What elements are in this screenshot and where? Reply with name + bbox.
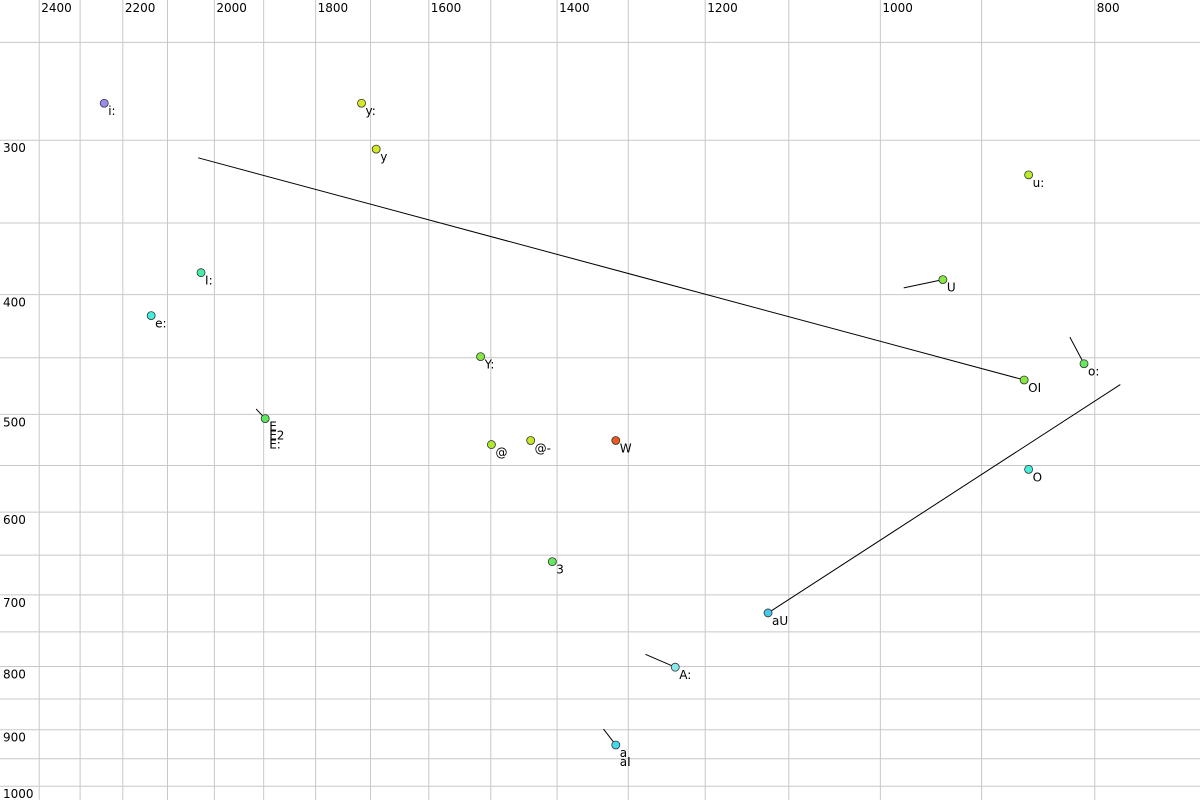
point <box>611 740 621 750</box>
point-label: I: <box>205 274 213 288</box>
point <box>763 608 773 618</box>
point-label: E2 <box>269 429 284 443</box>
y-tick-label: 800 <box>3 668 26 682</box>
x-tick-label: 1800 <box>318 1 349 15</box>
point-label: y <box>380 150 387 164</box>
point-label: aU <box>772 614 788 628</box>
x-tick-label: 1600 <box>431 1 462 15</box>
point <box>1019 375 1029 385</box>
point-label: OI <box>1028 381 1041 395</box>
point-label: aI <box>620 755 631 769</box>
point-label: o: <box>1088 365 1099 379</box>
point <box>260 414 270 423</box>
point-label: y: <box>366 104 376 118</box>
point <box>670 662 680 672</box>
y-tick-label: 1000 <box>3 787 34 800</box>
y-tick-label: 300 <box>3 141 26 155</box>
point <box>547 557 557 567</box>
point-label: @ <box>495 446 507 460</box>
point <box>196 268 206 278</box>
y-tick-label: 600 <box>3 513 26 527</box>
point <box>938 275 948 285</box>
point-label: O <box>1033 470 1042 484</box>
trajectory <box>767 384 1121 614</box>
point <box>487 440 496 449</box>
trajectory <box>198 157 1025 381</box>
x-tick-label: 800 <box>1097 1 1120 15</box>
x-tick-label: 2200 <box>125 1 156 15</box>
y-tick-label: 500 <box>3 415 26 429</box>
x-tick-label: 1400 <box>559 1 590 15</box>
point <box>1024 464 1034 474</box>
point-label: i: <box>108 104 115 118</box>
point-label: Y: <box>484 358 495 372</box>
point-label: E: <box>269 438 281 452</box>
point <box>611 436 621 445</box>
point-label: u: <box>1033 176 1045 190</box>
point-label: A: <box>679 668 691 682</box>
point <box>1024 170 1034 180</box>
point <box>357 98 366 108</box>
x-tick-label: 2400 <box>41 1 72 15</box>
point <box>371 144 381 154</box>
x-tick-label: 1200 <box>707 1 738 15</box>
point-label: @- <box>535 441 551 455</box>
point-label: E <box>269 420 277 434</box>
trajectory <box>1069 336 1085 364</box>
point-label: 3 <box>556 563 564 577</box>
point-label: W <box>620 441 632 455</box>
y-tick-label: 400 <box>3 296 26 310</box>
y-tick-label: 700 <box>3 596 26 610</box>
point <box>1079 359 1089 369</box>
point <box>146 311 156 321</box>
point-label: a <box>620 746 627 760</box>
point <box>476 352 486 361</box>
y-tick-label: 900 <box>3 731 26 745</box>
point <box>526 436 536 445</box>
x-tick-label: 1000 <box>882 1 913 15</box>
point-label: e: <box>155 317 166 331</box>
x-tick-label: 2000 <box>216 1 247 15</box>
trajectory <box>645 653 676 668</box>
point-label: U <box>947 281 956 295</box>
trajectory <box>903 279 943 289</box>
point <box>99 98 109 108</box>
